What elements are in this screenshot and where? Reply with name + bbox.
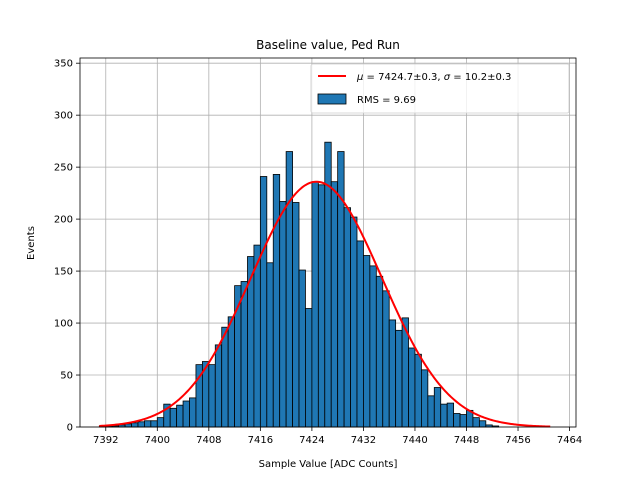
histogram-bar [298,269,306,428]
histogram-bar [156,417,165,428]
histogram-bar [375,275,384,428]
x-tick-label: 7416 [248,435,273,446]
legend-hist-swatch [317,93,347,105]
y-tick-label: 150 [54,267,73,278]
histogram-bar [363,255,371,428]
histogram-bar [182,400,190,428]
x-tick-label: 7464 [557,435,582,446]
histogram-bar [382,290,390,428]
histogram-bar [433,387,442,428]
x-tick-label: 7448 [454,435,479,446]
y-tick-label: 350 [54,59,73,70]
histogram-bar [337,151,345,428]
histogram-bar [330,181,339,428]
plot-frame [79,57,577,428]
histogram-bar [279,201,287,428]
x-tick-label: 7424 [299,435,324,446]
gaussian-fit-curve [99,180,551,428]
y-tick-label: 50 [60,371,73,382]
histogram-bar [395,329,403,428]
x-axis-label: Sample Value [ADC Counts] [259,459,398,470]
y-tick-label: 200 [54,215,73,226]
histogram-bar [214,344,223,428]
histogram-bar [427,395,435,428]
histogram-bar [453,413,461,428]
histogram-bar [350,216,358,428]
histogram-bar [292,202,300,428]
histogram-bar [388,319,397,428]
legend-sigma-symbol: σ [444,72,451,83]
histogram-bar [317,184,326,428]
y-tick-label: 0 [67,423,73,434]
legend-fit-label: μ = 7424.7±0.3, σ = 10.2±0.3 [356,72,511,83]
histogram-bar [150,420,158,428]
histogram-bar [144,420,152,428]
histogram-bar [266,262,274,428]
x-tick-label: 7400 [145,435,170,446]
histogram-bar [221,326,229,428]
histogram-bar [369,265,377,428]
histogram-bar [408,347,416,428]
histogram-bar [131,422,139,428]
histogram-bar [459,414,467,428]
legend-mu-value: = 7424.7±0.3, [363,72,443,83]
histogram-bar [311,181,319,428]
histogram-bar [169,407,178,428]
x-tick-label: 7408 [196,435,221,446]
y-axis-label: Events [26,226,37,260]
x-tick-label: 7392 [93,435,118,446]
histogram-bar [343,207,351,428]
histogram-bar [176,404,184,428]
chart-title: Baseline value, Ped Run [256,38,400,52]
legend: μ = 7424.7±0.3, σ = 10.2±0.3 RMS = 9.69 [310,63,570,114]
x-tick-label: 7440 [402,435,427,446]
legend-sigma-value: = 10.2±0.3 [450,72,511,83]
histogram-bar [189,397,197,428]
legend-hist-label: RMS = 9.69 [357,95,416,106]
x-tick-label: 7456 [505,435,530,446]
histogram-bar [478,420,487,428]
y-tick-label: 300 [54,111,73,122]
histogram-bar [253,244,261,428]
y-tick-label: 100 [54,319,73,330]
x-axis-ticks: 7392 7400 7408 7416 7424 7432 7440 7448 7456 7464 [93,427,582,446]
histogram-bar [208,364,216,428]
histogram-bar [240,281,248,428]
histogram-bar [285,151,293,428]
histogram-bar [137,421,145,428]
histogram-bar [356,240,364,428]
histogram-bar [414,353,422,428]
x-tick-label: 7432 [351,435,376,446]
legend-mu-symbol: μ [356,72,363,83]
y-axis-ticks: 0 50 100 150 200 250 300 350 [54,59,80,434]
histogram-bar [446,402,455,428]
histogram-bar [124,423,132,428]
histogram-bar [305,308,313,428]
histogram-bar [472,417,480,428]
histogram-bar [421,369,429,428]
histogram-bar [440,403,448,428]
y-tick-label: 250 [54,163,73,174]
histogram-bar [227,316,235,428]
histogram-bar [272,174,281,428]
histogram-bar [259,176,268,428]
legend-box [310,63,570,114]
